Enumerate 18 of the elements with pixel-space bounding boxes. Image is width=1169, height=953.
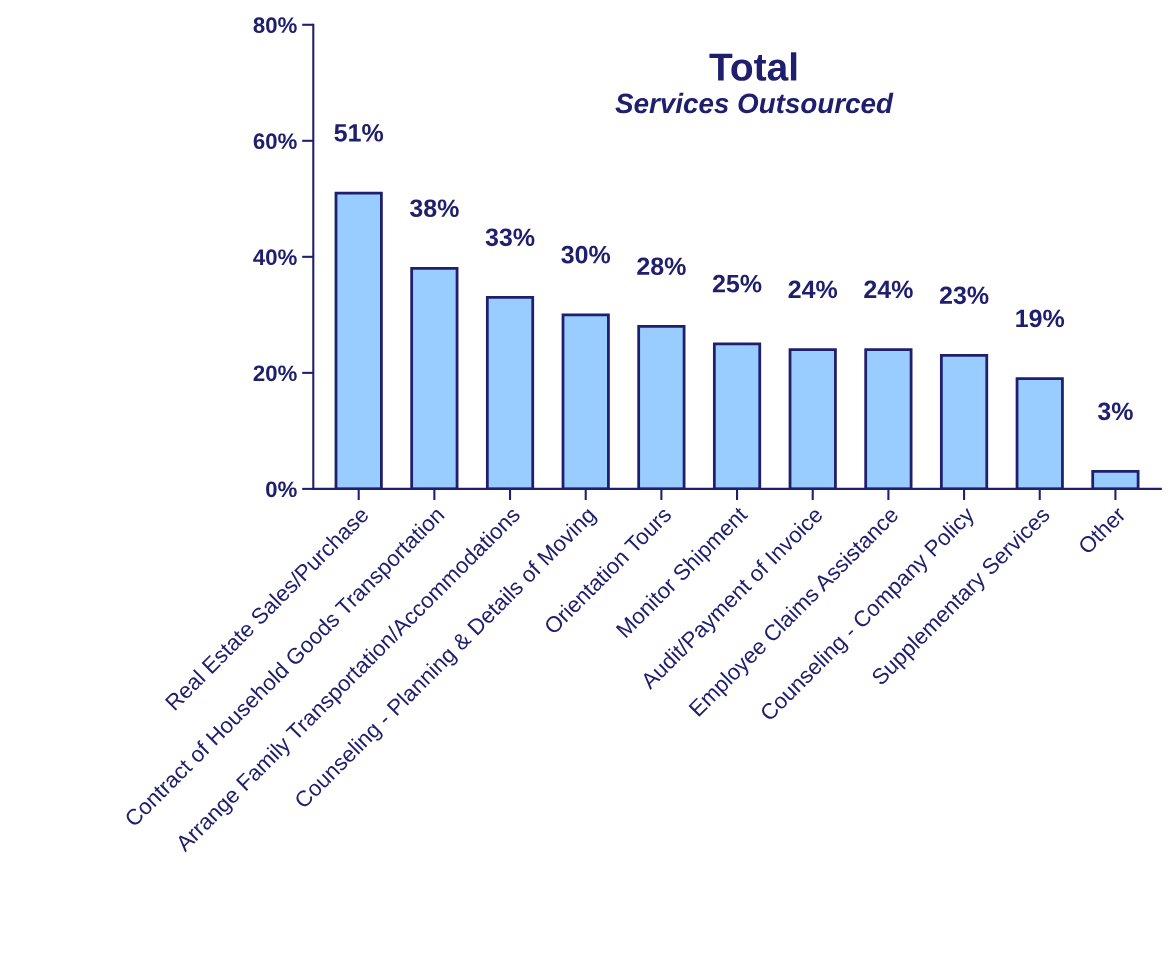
data-label: 33%	[485, 228, 535, 247]
text: Services Outsourced	[615, 92, 894, 114]
y-tick-label: 80%	[253, 17, 297, 34]
y-tick-label: 20%	[253, 365, 297, 382]
data-label: 25%	[712, 274, 762, 293]
data-label: 3%	[1097, 402, 1133, 421]
y-tick-label: 60%	[253, 133, 297, 150]
data-label: 38%	[409, 199, 459, 218]
data-label: 24%	[788, 280, 838, 299]
data-label: 51%	[334, 124, 384, 142]
data-label: 23%	[939, 286, 989, 305]
text: Total	[709, 52, 797, 81]
data-label: 19%	[1016, 309, 1065, 328]
y-tick-label: 40%	[253, 249, 297, 266]
data-label: 30%	[561, 245, 611, 264]
data-label: 28%	[637, 257, 686, 276]
data-label: 24%	[864, 280, 913, 299]
y-tick-label: 0%	[266, 481, 297, 498]
